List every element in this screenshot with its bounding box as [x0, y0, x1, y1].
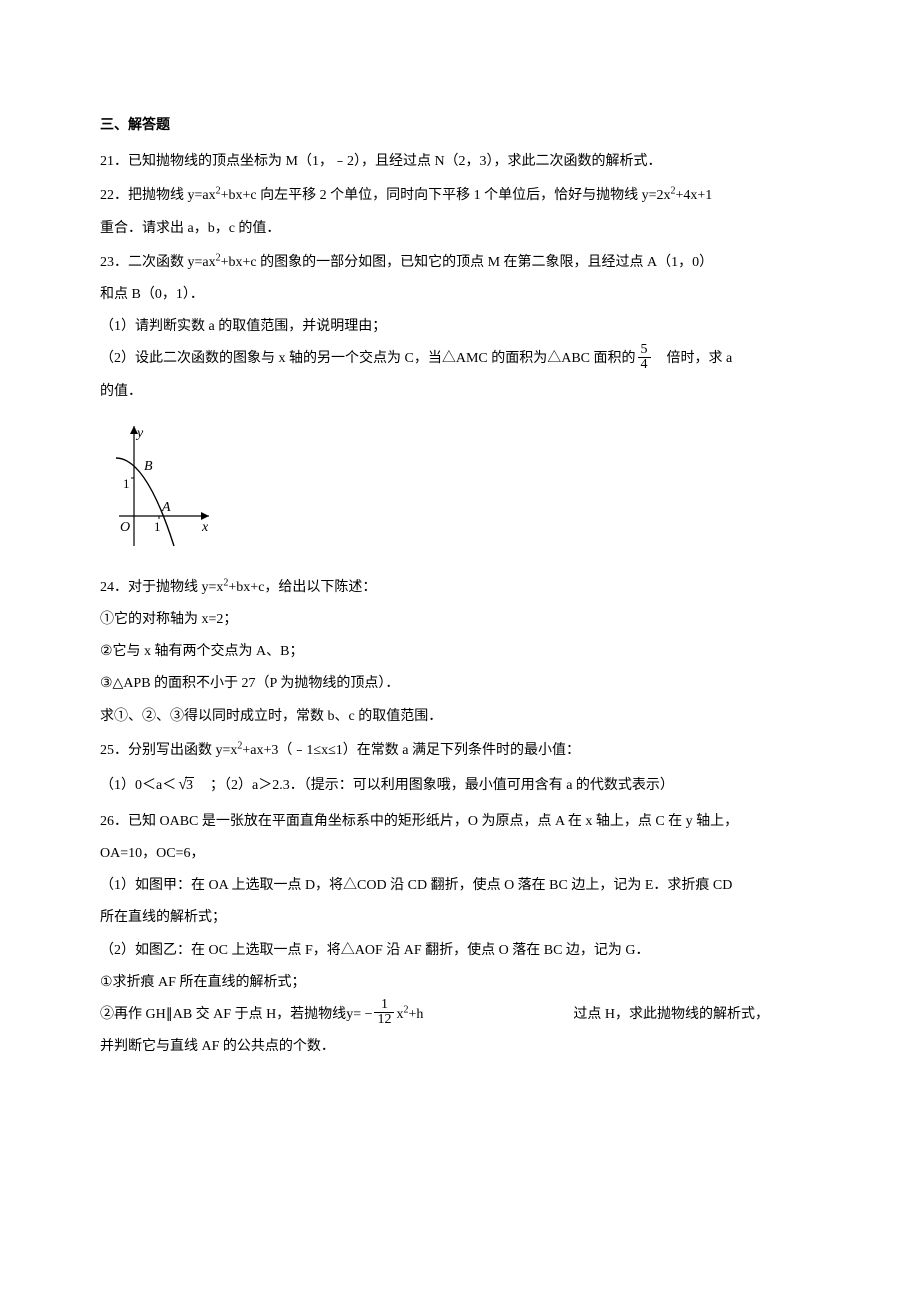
fraction-1-12: 112 — [374, 998, 394, 1027]
frac-den-12: 12 — [374, 1013, 394, 1027]
problem-24: 24．对于抛物线 y=x2+bx+c，给出以下陈述： ①它的对称轴为 x=2； … — [100, 572, 820, 733]
q25-part-b: ；（2）a＞2.3．（提示：可以利用图象哦，最小值可用含有 a 的代数式表示） — [196, 778, 674, 793]
q26-part2: （2）如图乙：在 OC 上选取一点 F，将△AOF 沿 AF 翻折，使点 O 落… — [100, 943, 650, 958]
tick-x-1: 1 — [154, 519, 161, 534]
q26-sub2a: ②再作 GH∥AB 交 AF 于点 H，若抛物线 — [100, 1007, 346, 1022]
problem-23: 23．二次函数 y=ax2+bx+c 的图象的一部分如图，已知它的顶点 M 在第… — [100, 247, 820, 408]
q23-part1: （1）请判断实数 a 的取值范围，并说明理由； — [100, 319, 386, 334]
sqrt-3: √3 — [178, 767, 194, 804]
q23-line2: 和点 B（0，1）． — [100, 287, 204, 302]
q26-line2: OA=10，OC=6， — [100, 846, 204, 861]
origin-label: O — [120, 520, 130, 535]
q24-line1b: +bx+c，给出以下陈述： — [228, 580, 376, 595]
q24-s4: 求①、②、③得以同时成立时，常数 b、c 的取值范围． — [100, 709, 442, 724]
q22-line1b: +bx+c 向左平移 2 个单位，同时向下平移 1 个单位后，恰好与抛物线 y=… — [221, 188, 671, 203]
q25-line1: 25．分别写出函数 y=x — [100, 743, 237, 758]
q23-line1: 23．二次函数 y=ax — [100, 255, 216, 270]
q24-line1: 24．对于抛物线 y=x — [100, 580, 223, 595]
sqrt-content: 3 — [185, 777, 194, 793]
q26-part1a: （1）如图甲：在 OA 上选取一点 D，将△COD 沿 CD 翻折，使点 O 落… — [100, 878, 732, 893]
formula-h: +h — [408, 1007, 423, 1022]
q23-part2c: 的值． — [100, 384, 142, 399]
problem-22: 22．把抛物线 y=ax2+bx+c 向左平移 2 个单位，同时向下平移 1 个… — [100, 180, 820, 244]
q23-part2a: （2）设此二次函数的图象与 x 轴的另一个交点为 C，当△AMC 的面积为△AB… — [100, 351, 636, 366]
q26-sub2b: 过点 H，求此抛物线的解析式， — [573, 1007, 769, 1022]
point-a-label: A — [161, 500, 171, 515]
q26-part1b: 所在直线的解析式； — [100, 910, 226, 925]
parabola-figure: y x O A B 1 1 — [104, 416, 820, 564]
problem-21: 21．已知抛物线的顶点坐标为 M（1，﹣2），且经过点 N（2，3），求此二次函… — [100, 146, 820, 178]
q23-line1b: +bx+c 的图象的一部分如图，已知它的顶点 M 在第二象限，且经过点 A（1，… — [221, 255, 714, 270]
problem-26: 26．已知 OABC 是一张放在平面直角坐标系中的矩形纸片，O 为原点，点 A … — [100, 806, 820, 1064]
q25-line1b: +ax+3（﹣1≤x≤1）在常数 a 满足下列条件时的最小值： — [242, 743, 580, 758]
q22-line1c: +4x+1 — [676, 188, 713, 203]
q26-sub1: ①求折痕 AF 所在直线的解析式； — [100, 975, 305, 990]
q24-s2: ②它与 x 轴有两个交点为 A、B； — [100, 644, 304, 659]
section-heading: 三、解答题 — [100, 110, 820, 142]
q26-line1: 26．已知 OABC 是一张放在平面直角坐标系中的矩形纸片，O 为原点，点 A … — [100, 814, 738, 829]
q21-text: 21．已知抛物线的顶点坐标为 M（1，﹣2），且经过点 N（2，3），求此二次函… — [100, 154, 662, 169]
q22-line1: 22．把抛物线 y=ax — [100, 188, 216, 203]
frac-den: 4 — [638, 358, 651, 372]
frac-num: 5 — [638, 343, 651, 358]
formula-y: y= − — [346, 1007, 372, 1022]
problem-25: 25．分别写出函数 y=x2+ax+3（﹣1≤x≤1）在常数 a 满足下列条件时… — [100, 735, 820, 804]
q26-sub2c: 并判断它与直线 AF 的公共点的个数． — [100, 1039, 335, 1054]
q22-line2: 重合．请求出 a，b，c 的值． — [100, 221, 280, 236]
axis-label-x: x — [201, 520, 209, 535]
frac-num-1: 1 — [374, 998, 394, 1013]
q24-s1: ①它的对称轴为 x=2； — [100, 612, 237, 627]
fraction-5-4: 54 — [638, 343, 651, 372]
tick-y-1: 1 — [123, 476, 130, 491]
q24-s3: ③△APB 的面积不小于 27（P 为抛物线的顶点）． — [100, 676, 399, 691]
q23-part2b: 倍时，求 a — [653, 351, 733, 366]
point-b-label: B — [144, 459, 153, 474]
axis-label-y: y — [135, 426, 144, 441]
q25-part-a: （1）0＜a＜ — [100, 778, 176, 793]
